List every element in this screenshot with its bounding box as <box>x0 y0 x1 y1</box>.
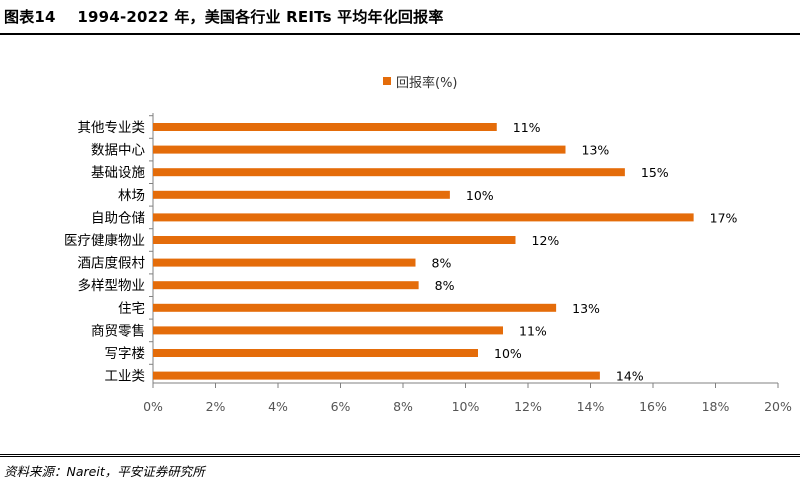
x-tick-label: 2% <box>206 399 226 414</box>
chart-title: 1994-2022 年，美国各行业 REITs 平均年化回报率 <box>77 8 444 26</box>
category-label: 林场 <box>118 188 145 204</box>
x-tick-label: 0% <box>143 399 163 414</box>
legend-swatch <box>383 77 391 85</box>
source-note: 资料来源：Nareit，平安证券研究所 <box>4 464 205 479</box>
bar <box>153 371 600 380</box>
x-tick-label: 14% <box>577 399 605 414</box>
data-label: 8% <box>435 278 455 293</box>
category-label: 住宅 <box>118 301 145 317</box>
category-label: 基础设施 <box>91 164 145 181</box>
bar <box>153 190 450 199</box>
top-rule <box>0 33 800 35</box>
data-label: 11% <box>519 323 547 338</box>
category-label: 数据中心 <box>91 143 145 159</box>
bar <box>153 145 566 154</box>
bar <box>153 326 503 335</box>
legend-label: 回报率(%) <box>396 75 458 91</box>
x-tick-label: 12% <box>514 399 542 414</box>
category-label: 酒店度假村 <box>78 256 146 272</box>
x-tick-label: 4% <box>268 399 288 414</box>
figure-title: 图表14 1994-2022 年，美国各行业 REITs 平均年化回报率 <box>4 6 444 27</box>
x-tick-label: 10% <box>452 399 480 414</box>
bar <box>153 236 516 244</box>
category-label: 医疗健康物业 <box>64 232 145 249</box>
bar <box>153 258 416 267</box>
x-tick-label: 8% <box>393 399 413 414</box>
x-tick-label: 20% <box>764 399 792 414</box>
data-label: 11% <box>513 120 541 135</box>
data-label: 14% <box>616 369 644 384</box>
data-label: 15% <box>641 165 669 180</box>
data-label: 13% <box>572 301 600 316</box>
bar <box>153 349 478 357</box>
x-tick-label: 6% <box>331 399 351 414</box>
figure-label: 图表14 <box>4 8 56 26</box>
data-label: 10% <box>466 188 494 203</box>
bar <box>153 281 419 290</box>
x-tick-label: 16% <box>639 399 667 414</box>
category-label: 其他专业类 <box>78 120 146 136</box>
data-label: 8% <box>432 256 452 271</box>
bar <box>153 168 625 177</box>
data-label: 17% <box>710 210 738 225</box>
bottom-rule-thin <box>0 456 800 457</box>
bottom-rule <box>0 454 800 455</box>
data-label: 10% <box>494 346 522 361</box>
title-bar: 图表14 1994-2022 年，美国各行业 REITs 平均年化回报率 <box>0 0 800 34</box>
category-label: 多样型物业 <box>78 277 146 294</box>
category-label: 工业类 <box>105 369 146 385</box>
data-label: 12% <box>532 233 560 248</box>
data-label: 13% <box>582 143 610 158</box>
legend: 回报率(%) <box>383 72 458 91</box>
category-label: 写字楼 <box>105 346 146 362</box>
bar <box>153 123 497 131</box>
bar <box>153 303 557 312</box>
category-label: 商贸零售 <box>91 323 145 339</box>
category-label: 自助仓储 <box>91 210 145 226</box>
x-tick-label: 18% <box>702 399 730 414</box>
bar <box>153 213 694 222</box>
